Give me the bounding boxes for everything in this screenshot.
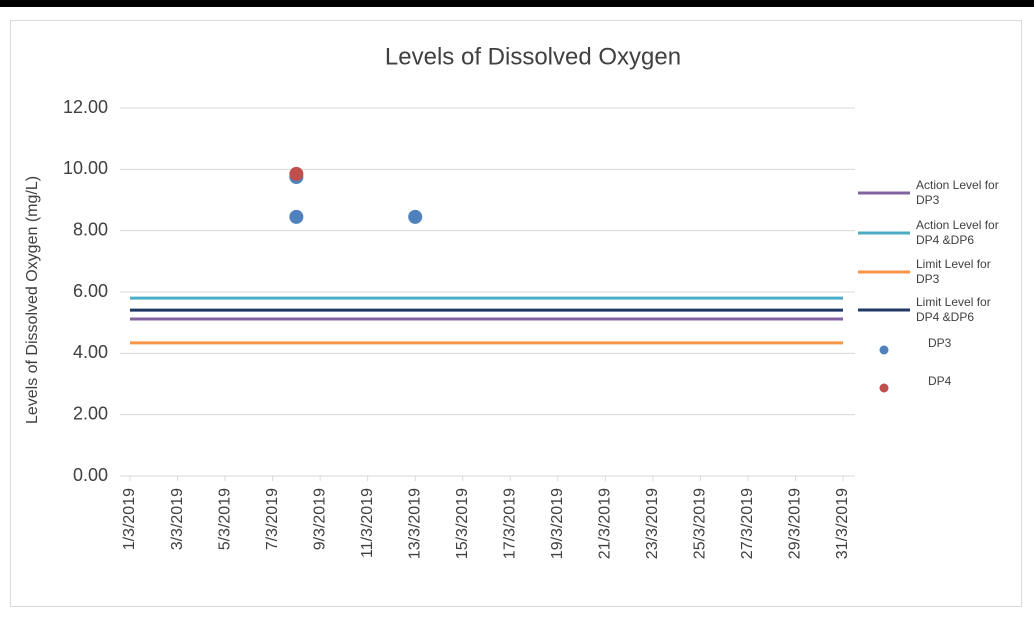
legend-marker (879, 345, 889, 355)
legend-item: Limit Level for DP3 (858, 257, 1028, 297)
x-tick-label: 9/3/2019 (311, 488, 328, 550)
y-tick-label: 0.00 (73, 465, 108, 485)
y-tick-label: 4.00 (73, 342, 108, 362)
legend-label: Limit Level for DP3 (916, 257, 991, 286)
legend-item: Limit Level for DP4 &DP6 (858, 295, 1028, 335)
legend-swatch (879, 345, 889, 355)
x-tick-label: 5/3/2019 (216, 488, 233, 550)
chart-title: Levels of Dissolved Oxygen (385, 43, 681, 70)
data-point (289, 166, 304, 181)
y-tick-label: 10.00 (63, 158, 108, 178)
legend-label: Limit Level for DP4 &DP6 (916, 295, 991, 324)
x-tick-label: 1/3/2019 (121, 488, 138, 550)
x-tick-label: 21/3/2019 (597, 488, 614, 559)
x-tick-label: 7/3/2019 (264, 488, 281, 550)
legend-swatch (858, 270, 910, 274)
data-point (289, 209, 304, 224)
top-bar (0, 0, 1034, 7)
y-axis-label: Levels of Dissolved Oxygen (mg/L) (24, 176, 41, 424)
legend-swatch (858, 191, 910, 195)
x-tick-label: 31/3/2019 (834, 488, 851, 559)
x-tick-label: 29/3/2019 (787, 488, 804, 559)
x-tick-label: 15/3/2019 (454, 488, 471, 559)
legend-label: DP3 (928, 336, 952, 350)
y-tick-label: 2.00 (73, 403, 108, 423)
legend-item: DP4 (858, 373, 1028, 413)
legend-swatch (858, 308, 910, 312)
x-tick-label: 23/3/2019 (644, 488, 661, 559)
legend-label: Action Level for DP3 (916, 178, 999, 207)
data-point (408, 209, 423, 224)
x-tick-label: 3/3/2019 (169, 488, 186, 550)
x-tick-label: 11/3/2019 (359, 488, 376, 558)
y-tick-label: 6.00 (73, 281, 108, 301)
legend-item: Action Level for DP3 (858, 178, 1028, 218)
legend-label: Action Level for DP4 &DP6 (916, 218, 999, 247)
legend-item: DP3 (858, 335, 1028, 375)
y-tick-label: 8.00 (73, 219, 108, 239)
x-tick-label: 17/3/2019 (501, 488, 518, 559)
x-tick-label: 19/3/2019 (549, 488, 566, 559)
legend-swatch (858, 231, 910, 235)
y-tick-label: 12.00 (63, 97, 108, 117)
x-tick-label: 13/3/2019 (406, 488, 423, 559)
legend-item: Action Level for DP4 &DP6 (858, 218, 1028, 258)
legend-marker (879, 383, 889, 393)
chart-border (10, 20, 1022, 607)
x-tick-label: 27/3/2019 (739, 488, 756, 559)
legend-swatch (879, 383, 889, 393)
x-tick-label: 25/3/2019 (692, 488, 709, 559)
legend-label: DP4 (928, 374, 952, 388)
